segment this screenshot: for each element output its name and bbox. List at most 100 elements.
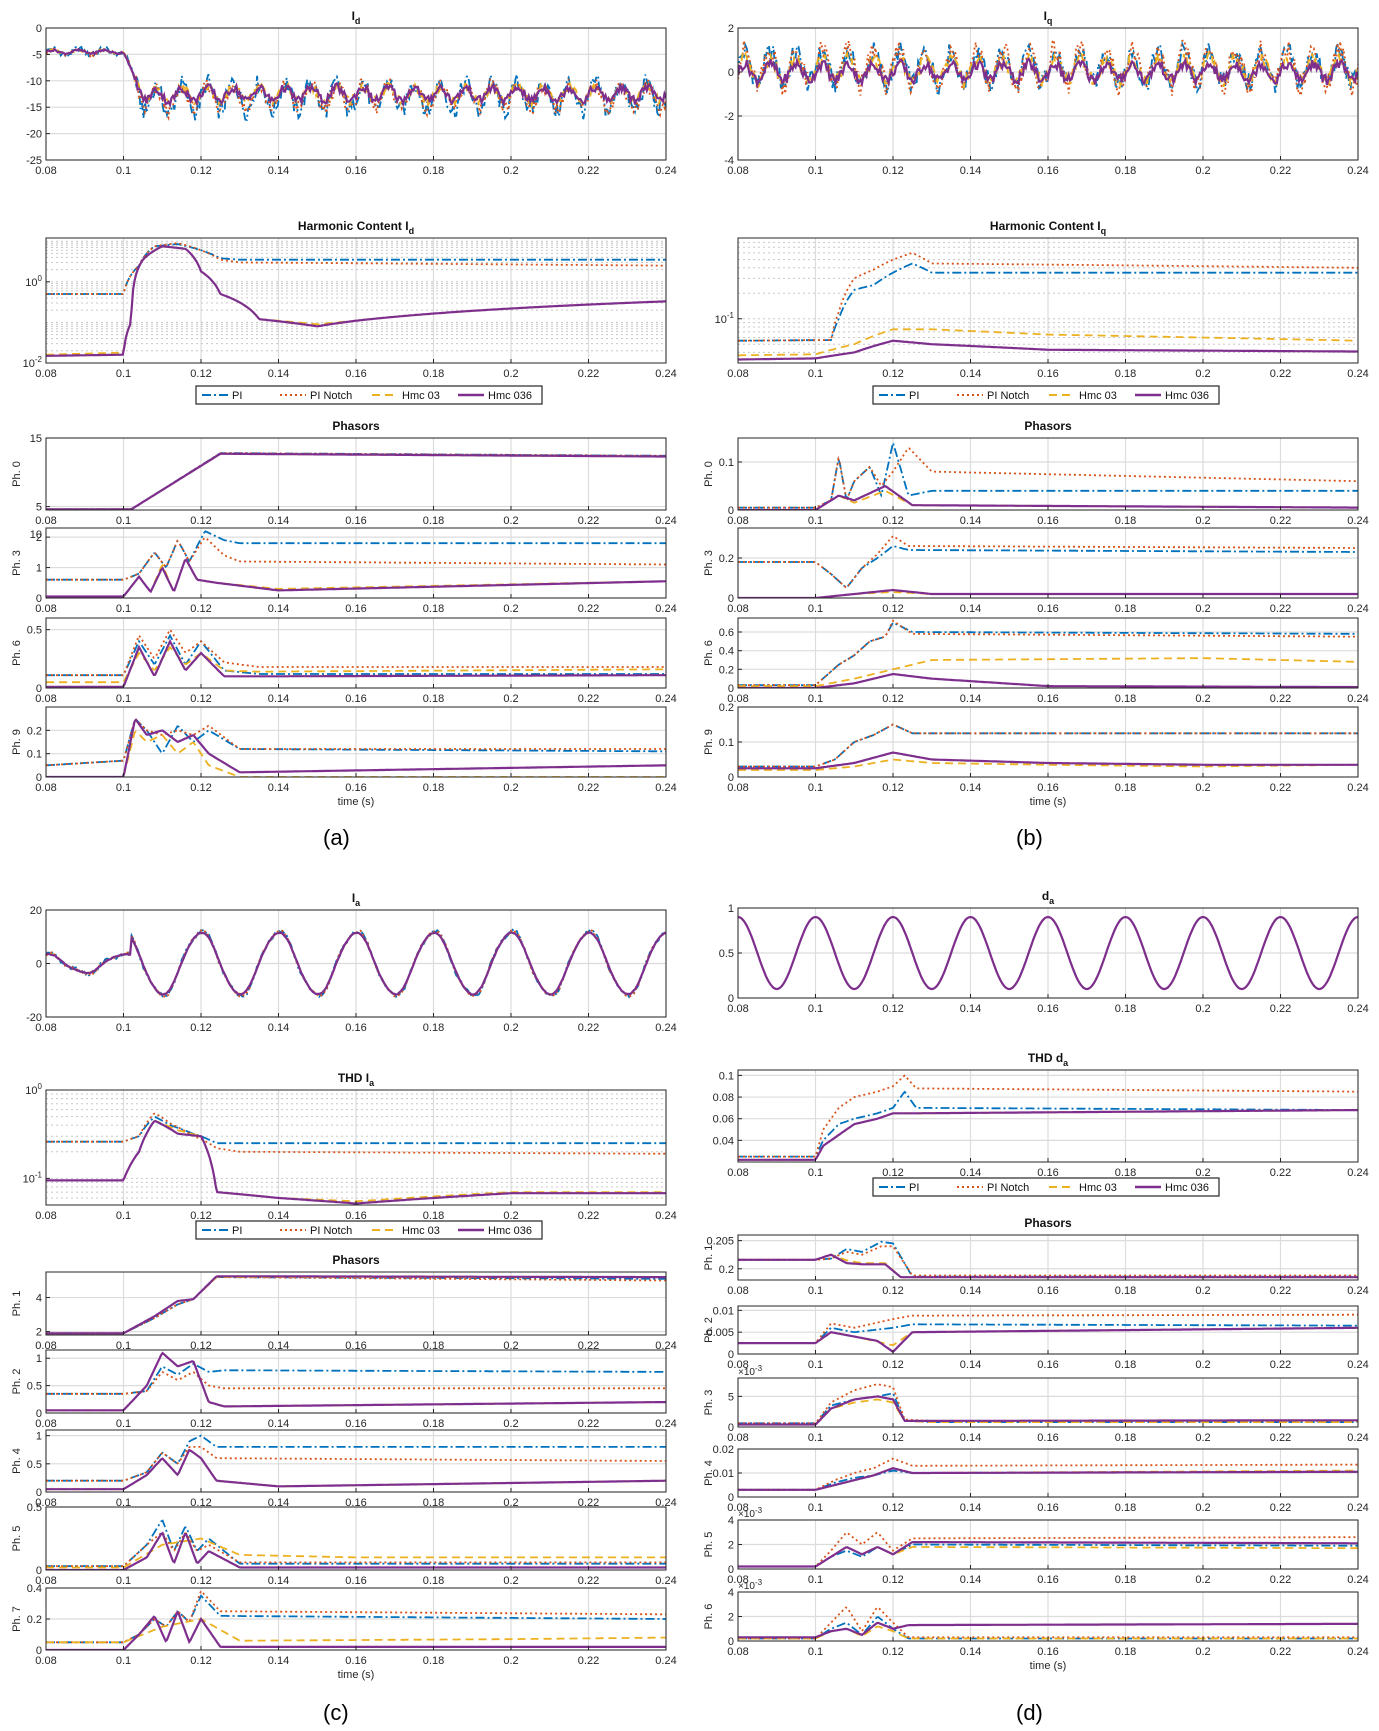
- series-line-pi-notch: [738, 37, 1358, 99]
- x-tick-label: 0.24: [655, 693, 676, 705]
- x-tick-label: 0.18: [1115, 1502, 1136, 1514]
- x-tick-label: 0.18: [1115, 1285, 1136, 1297]
- x-tick-label: 0.22: [1270, 1574, 1291, 1586]
- x-tick-label: 0.22: [578, 1497, 599, 1509]
- x-tick-label: 0.14: [960, 368, 981, 380]
- y-tick-label: 0.01: [713, 1468, 734, 1480]
- y-axis-label: Ph. 4: [11, 1448, 23, 1474]
- chart-b-iq: 0.08 0.1 0.12 0.14 0.16 0.18 0.2 0.22 0.24 -4 -2 0 2…: [724, 9, 1368, 177]
- legend-label: Hmc 03: [402, 1225, 440, 1237]
- y-tick-label: 0: [36, 1645, 42, 1657]
- y-tick-label: -4: [724, 155, 734, 167]
- series-line-hmc-036: [46, 47, 666, 109]
- x-tick-label: 0.1: [116, 515, 131, 527]
- series-line-hmc-036: [738, 915, 1358, 991]
- y-exponent-label: ×10-3: [738, 1506, 763, 1520]
- y-tick-label: 0: [36, 1565, 42, 1577]
- x-tick-label: 0.24: [1347, 368, 1368, 380]
- x-tick-label: 0.16: [345, 165, 366, 177]
- x-tick-label: 0.12: [882, 1646, 903, 1658]
- chart-d-p1: 0.08 0.1 0.12 0.14 0.16 0.18 0.2 0.22 0.24 0.2 0.2…: [703, 1216, 1369, 1297]
- x-tick-label: 0.16: [1037, 165, 1058, 177]
- x-tick-label: 0.14: [960, 165, 981, 177]
- y-tick-label: 0.5: [27, 625, 42, 637]
- x-tick-label: 0.18: [423, 693, 444, 705]
- chart-title: Phasors: [1024, 419, 1072, 433]
- x-tick-label: 0.24: [1347, 1285, 1368, 1297]
- series-line-hmc-03: [738, 328, 1358, 357]
- x-tick-label: 0.1: [808, 603, 823, 615]
- x-tick-label: 0.16: [1037, 1285, 1058, 1297]
- x-tick-label: 0.12: [190, 1655, 211, 1667]
- x-tick-label: 0.2: [503, 1210, 518, 1222]
- x-tick-label: 0.18: [1115, 1646, 1136, 1658]
- chart-d-p4: 0.08 0.1 0.12 0.14 0.16 0.18 0.2 0.22 0.24 0 0.01 0…: [703, 1444, 1369, 1514]
- x-tick-label: 0.22: [1270, 1502, 1291, 1514]
- x-tick-label: 0.08: [727, 603, 748, 615]
- x-tick-label: 0.08: [727, 782, 748, 794]
- chart-d-p3: 0.08 0.1 0.12 0.14 0.16 0.18 0.2 0.22 0.24 0 5 ×10-…: [703, 1364, 1369, 1444]
- panel-label-b: (b): [1016, 825, 1043, 850]
- series-line-pi: [46, 1116, 666, 1145]
- y-tick-label: 100: [25, 274, 42, 289]
- x-tick-label: 0.24: [1347, 515, 1368, 527]
- y-tick-label: 2: [36, 1327, 42, 1339]
- y-tick-label: 0.2: [719, 702, 734, 714]
- x-tick-label: 0.12: [190, 165, 211, 177]
- x-tick-label: 0.24: [655, 1418, 676, 1430]
- y-axis-label: Ph. 1: [11, 1291, 23, 1317]
- x-tick-label: 0.22: [578, 368, 599, 380]
- y-tick-label: 2: [728, 1612, 734, 1624]
- y-tick-label: 0: [728, 772, 734, 784]
- x-tick-label: 0.1: [116, 1022, 131, 1034]
- series-line-pi-notch: [46, 536, 666, 581]
- x-tick-label: 0.2: [503, 603, 518, 615]
- x-tick-label: 0.24: [1347, 1502, 1368, 1514]
- series-line-hmc-036: [46, 452, 666, 510]
- x-tick-label: 0.22: [578, 165, 599, 177]
- legend-c: PI PI Notch Hmc 03 Hmc 036: [195, 1220, 543, 1240]
- x-tick-label: 0.14: [268, 1210, 289, 1222]
- series-group: [738, 439, 1358, 510]
- chart-d-p2: 0.08 0.1 0.12 0.14 0.16 0.18 0.2 0.22 0.24 0 0.005…: [703, 1305, 1369, 1371]
- x-tick-label: 0.2: [1195, 1167, 1210, 1179]
- x-tick-label: 0.24: [655, 165, 676, 177]
- x-tick-label: 0.2: [1195, 1502, 1210, 1514]
- x-tick-label: 0.08: [727, 1285, 748, 1297]
- x-tick-label: 0.18: [1115, 603, 1136, 615]
- chart-c-ia: 0.08 0.1 0.12 0.14 0.16 0.18 0.2 0.22 0.24 -20 0 20…: [26, 891, 677, 1034]
- series-line-pi-notch: [738, 1245, 1358, 1277]
- y-tick-label: 0.5: [27, 1459, 42, 1471]
- legend-box: [872, 385, 1220, 405]
- chart-b-p9: 0.08 0.1 0.12 0.14 0.16 0.18 0.2 0.22 0.24 0 0.1 0.…: [703, 702, 1369, 808]
- x-tick-label: 0.18: [1115, 1574, 1136, 1586]
- y-tick-label: 0: [728, 1422, 734, 1434]
- x-tick-label: 0.18: [1115, 515, 1136, 527]
- y-tick-label: 2: [728, 23, 734, 35]
- x-tick-label: 0.24: [1347, 1574, 1368, 1586]
- x-tick-label: 0.08: [35, 1418, 56, 1430]
- y-tick-label: 100: [25, 1082, 42, 1097]
- x-tick-label: 0.16: [1037, 1359, 1058, 1371]
- y-axis-label: Ph. 1: [703, 1245, 715, 1271]
- x-tick-label: 0.12: [882, 1003, 903, 1015]
- series-line-hmc-036: [46, 1351, 666, 1412]
- y-tick-label: 4: [728, 1515, 734, 1527]
- x-tick-label: 0.1: [116, 1210, 131, 1222]
- y-tick-label: 0.04: [713, 1135, 734, 1147]
- chart-title: THD da: [1028, 1051, 1069, 1068]
- x-tick-label: 0.22: [578, 1022, 599, 1034]
- x-tick-label: 0.08: [727, 693, 748, 705]
- x-tick-label: 0.14: [268, 1340, 289, 1352]
- x-tick-label: 0.08: [35, 782, 56, 794]
- series-line-pi-notch: [46, 45, 666, 122]
- y-tick-label: 0: [728, 1349, 734, 1361]
- y-tick-label: 0.2: [27, 725, 42, 737]
- x-tick-label: 0.16: [1037, 1502, 1058, 1514]
- y-tick-label: 0: [36, 1408, 42, 1420]
- x-tick-label: 0.24: [655, 515, 676, 527]
- x-tick-label: 0.12: [190, 1418, 211, 1430]
- chart-b-p6: 0.08 0.1 0.12 0.14 0.16 0.18 0.2 0.22 0.24 0 0.2 0.…: [703, 617, 1369, 705]
- series-group: [46, 928, 666, 999]
- series-group: [738, 37, 1358, 99]
